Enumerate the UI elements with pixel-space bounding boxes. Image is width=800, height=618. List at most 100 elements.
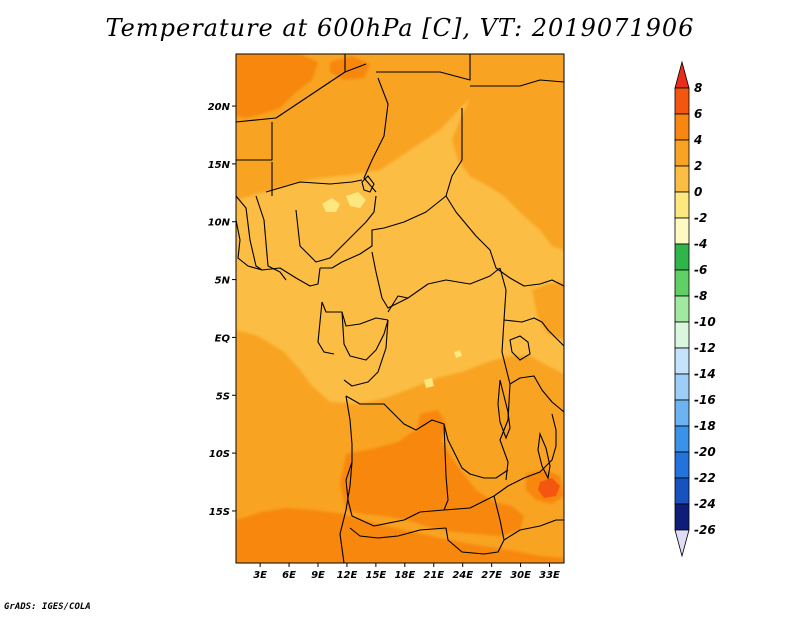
border-line [345,461,421,527]
colorbar: 8 6 4 2 0 -2 -4 -6 -8 -10 -12 -14 -16 -18 -20 -22 -24 -26 [674,60,716,558]
border-line [376,54,471,81]
colorbar-segment [674,295,690,323]
colorbar-label: -12 [694,341,716,355]
colorbar-segment [674,165,690,193]
field-cool-spot-1 [322,198,340,212]
colorbar-segment [674,113,690,141]
colorbar-label: -2 [694,211,707,225]
field-2-to-4-east-highlands [532,282,564,340]
field-4-to-6-zambia-patch [416,410,446,450]
field-4-to-6-northwest-patch [236,54,318,118]
border-line [387,295,409,313]
y-tick-label: EQ [215,333,231,344]
coastline-gulf [317,301,335,355]
colorbar-segment [674,243,690,271]
y-tick-label: 20N [208,102,231,113]
x-axis: 3E 6E 9E 12E 15E 18E 21E 24E 27E 30E 33E [253,563,560,581]
border-line [236,195,263,271]
x-tick-label: 6E [282,570,296,581]
lake-malawi [537,431,551,480]
field-4-to-6-sahara-strip [330,56,370,80]
border-line [349,527,447,539]
border-line [445,495,505,555]
field-cool-spot-4 [454,350,462,358]
y-tick-label: 10N [208,218,231,229]
colorbar-label: -22 [694,471,716,485]
border-line [321,301,389,327]
y-axis: 20N 15N 10N 5N EQ 5S 10S 15S [208,102,236,518]
colorbar-segment [674,139,690,167]
country-borders [236,54,564,555]
border-line [343,319,389,387]
colorbar-segment [674,399,690,427]
colorbar-segment [674,477,690,505]
field-cool-spot-2 [346,192,366,208]
colorbar-label: 4 [693,133,702,147]
colorbar-over-triangle [674,60,690,89]
colorbar-segment [674,269,690,297]
colorbar-label: -16 [694,393,716,407]
border-line [295,195,377,263]
colorbar-label: 2 [694,159,702,173]
coastline-southwest [339,395,353,563]
x-tick-label: 33E [539,570,560,581]
border-line [236,122,273,161]
field-6-to-8-areas [538,478,560,498]
y-tick-label: 10S [209,449,230,460]
grads-credit: GrADS: IGES/COLA [4,602,91,612]
field-2-to-4-northeast [452,54,564,250]
lake-victoria [509,335,531,361]
y-tick-label: 5N [215,276,231,287]
colorbar-under-triangle [674,529,690,558]
border-line [341,311,389,361]
lake-chad [361,175,375,193]
border-line [503,519,564,541]
colorbar-label: -20 [694,445,716,459]
colorbar-segment [674,87,690,115]
y-tick-label: 5S [216,391,230,402]
colorbar-segment [674,217,690,245]
x-tick-label: 9E [311,570,325,581]
colorbar-segment [674,191,690,219]
y-tick-label: 15N [208,160,231,171]
colorbar-label: -14 [694,367,716,381]
colorbar-label: -10 [694,315,716,329]
colorbar-segment [674,373,690,401]
border-line [443,413,557,511]
colorbar-segment [674,347,690,375]
border-line [509,375,564,413]
colorbar-label: -4 [694,237,707,251]
border-line [470,79,564,87]
x-tick-label: 3E [253,570,267,581]
colorbar-segment [674,503,690,531]
x-tick-label: 21E [423,570,444,581]
temperature-field [236,54,564,563]
colorbar-segment [674,321,690,349]
field-6-to-8-southeast-spot [538,478,560,498]
field-4-to-6-angola-core [340,428,524,536]
colorbar-label: -18 [694,419,716,433]
x-tick-label: 30E [510,570,531,581]
colorbar-label: 8 [694,81,702,95]
x-tick-label: 24E [452,570,473,581]
border-line [320,195,447,269]
y-tick-label: 15S [209,507,230,518]
field-minus2-to-0-areas [322,192,462,388]
border-line [255,195,287,281]
coastline-west [236,219,263,271]
border-line [363,77,389,193]
plot-title: Temperature at 600hPa [C], VT: 201907190… [105,14,695,42]
colorbar-label: 0 [694,185,702,199]
x-tick-label: 15E [366,570,387,581]
plot-frame [235,53,565,564]
colorbar-label: -8 [694,289,707,303]
x-tick-label: 12E [337,570,358,581]
border-line [236,63,367,123]
colorbar-label: 6 [694,107,702,121]
colorbar-label: -24 [694,497,716,511]
border-line [419,423,449,513]
border-line [265,179,363,193]
field-cool-spot-3 [424,378,434,388]
field-4-to-6-areas [236,54,564,563]
